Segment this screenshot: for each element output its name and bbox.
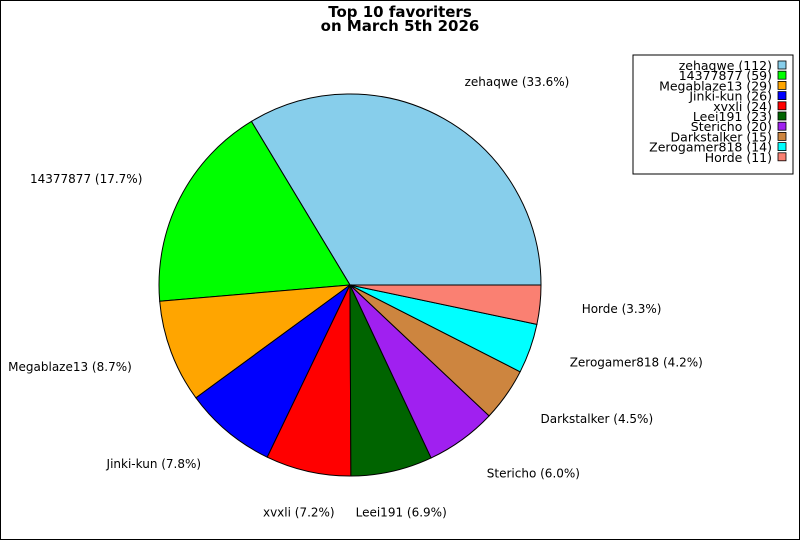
legend-label-jinki-kun: Jinki-kun (26) [688, 89, 772, 104]
pie-slice-14377877 [158, 120, 351, 302]
legend-swatch-darkstalker [777, 131, 787, 141]
legend-swatch-jinki-kun [777, 91, 787, 100]
pie-slices [158, 93, 542, 477]
legend-label-leei191: Leei191 (23) [693, 109, 772, 124]
slice-labels: zehaqwe (33.6%) 14377877 (17.7%) Megablaze… [8, 75, 703, 519]
legend-label-megablaze13: Megablaze13 (29) [659, 78, 772, 93]
pie-slice-horde [349, 284, 542, 325]
chart-title-line-2: on March 5th 2026 [321, 17, 480, 35]
slice-label-stericho: Stericho (6.0%) [487, 467, 580, 481]
slice-label-horde: Horde (3.3%) [582, 302, 662, 316]
legend-swatch-zerogamer818 [777, 142, 787, 152]
slice-label-megablaze13: Megablaze13 (8.7%) [8, 360, 132, 374]
slice-label-jinki-kun: Jinki-kun (7.8%) [106, 457, 202, 471]
legend-swatch-xvxli [777, 101, 787, 111]
slice-label-leei191: Leei191 (6.9%) [356, 505, 447, 519]
chart-title-line-1: Top 10 favoriters [328, 3, 472, 21]
legend-label-zerogamer818: Zerogamer818 (14) [649, 140, 772, 155]
slice-label-14377877: 14377877 (17.7%) [30, 172, 142, 186]
slice-label-zerogamer818: Zerogamer818 (4.2%) [570, 356, 703, 370]
legend: zehaqwe (112)14377877 (59)Megablaze13 (2… [632, 54, 794, 175]
pie-slice-zehaqwe [250, 93, 542, 286]
legend-swatch-megablaze13 [777, 81, 787, 90]
legend-swatch-zehaqwe [777, 60, 787, 70]
legend-swatch-leei191 [777, 111, 787, 121]
legend-swatch-stericho [777, 121, 787, 131]
legend-label-horde: Horde (11) [705, 150, 772, 165]
legend-swatch-horde [777, 152, 787, 162]
legend-label-stericho: Stericho (20) [691, 119, 772, 134]
legend-box [632, 54, 794, 175]
slice-label-darkstalker: Darkstalker (4.5%) [541, 412, 654, 426]
legend-label-darkstalker: Darkstalker (15) [671, 129, 772, 144]
pie-slice-megablaze13 [159, 284, 352, 399]
slice-label-zehaqwe: zehaqwe (33.6%) [465, 75, 570, 89]
legend-label-zehaqwe: zehaqwe (112) [679, 58, 772, 73]
legend-label-xvxli: xvxli (24) [713, 99, 772, 114]
slice-label-xvxli: xvxli (7.2%) [263, 505, 335, 519]
legend-swatch-14377877 [777, 70, 787, 80]
legend-label-14377877: 14377877 (59) [679, 68, 772, 83]
pie-slice-jinki-kun [195, 284, 351, 458]
